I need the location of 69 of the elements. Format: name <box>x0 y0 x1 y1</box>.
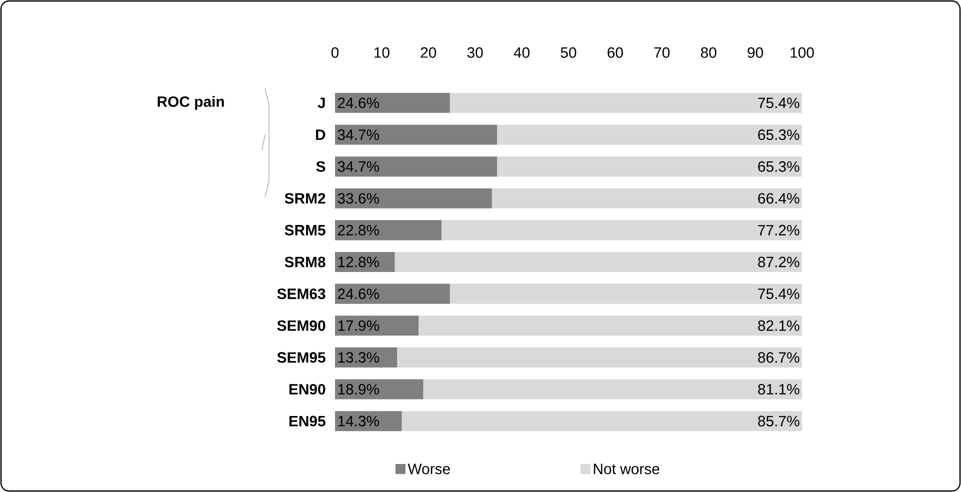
x-tick-label: 40 <box>514 47 530 58</box>
bar <box>450 92 802 113</box>
data-label: 22.8% <box>338 224 380 236</box>
bar <box>397 347 802 368</box>
bar <box>335 411 402 432</box>
bar <box>335 188 492 208</box>
y-tick-label: SRM5 <box>284 224 326 236</box>
data-label: 81.1% <box>758 384 800 395</box>
y-tick-label: J <box>318 98 325 108</box>
y-tick-label: SEM95 <box>277 352 326 363</box>
data-label: 66.4% <box>758 193 800 204</box>
data-label: 13.3% <box>338 352 380 363</box>
bar <box>335 124 498 145</box>
text: ROC pain <box>158 96 224 110</box>
bar <box>497 124 802 145</box>
bar <box>335 379 424 400</box>
bar <box>492 188 802 208</box>
bar <box>423 379 802 400</box>
data-label: 85.7% <box>758 416 800 426</box>
x-tick-label: 10 <box>374 47 390 58</box>
legend-label: Worse <box>408 464 450 474</box>
bar <box>418 316 802 336</box>
bar <box>335 156 498 177</box>
y-tick-label: EN90 <box>289 384 326 395</box>
data-label: 17.9% <box>338 320 380 331</box>
x-tick-label: 100 <box>790 47 814 58</box>
data-label: 65.3% <box>758 161 800 172</box>
x-tick-label: 50 <box>560 47 576 58</box>
y-tick-label: S <box>316 161 326 172</box>
x-tick-label: 20 <box>420 47 436 58</box>
x-tick-label: 30 <box>467 47 483 58</box>
data-label: 14.3% <box>338 416 380 426</box>
data-label: 24.6% <box>338 98 380 108</box>
x-tick-label: 70 <box>654 47 670 58</box>
data-label: 77.2% <box>758 224 800 236</box>
legend-label: Not worse <box>594 464 660 474</box>
y-tick-label: SRM8 <box>284 256 326 268</box>
data-label: 82.1% <box>758 320 800 331</box>
data-label: 18.9% <box>338 384 380 395</box>
data-label: 12.8% <box>338 256 380 268</box>
data-label: 34.7% <box>338 129 380 140</box>
y-tick-label: SEM63 <box>277 288 326 300</box>
y-tick-label: D <box>316 130 326 140</box>
x-tick-label: 60 <box>608 47 623 58</box>
bar <box>441 220 802 240</box>
bar <box>335 284 450 304</box>
bar <box>402 411 802 432</box>
data-label: 75.4% <box>758 98 800 108</box>
data-label: 33.6% <box>338 193 380 204</box>
y-tick-label: EN95 <box>289 416 326 426</box>
data-label: 87.2% <box>758 256 800 268</box>
data-label: 86.7% <box>758 352 800 363</box>
x-tick-label: 80 <box>700 47 716 58</box>
data-label: 65.3% <box>758 129 800 140</box>
data-label: 75.4% <box>758 288 800 300</box>
y-tick-label: SRM2 <box>284 193 326 204</box>
bar <box>394 252 802 272</box>
x-tick-label: 90 <box>748 47 764 58</box>
bar <box>335 252 395 272</box>
bar <box>450 284 802 304</box>
x-tick-label: 0 <box>331 47 339 58</box>
bar <box>335 92 450 113</box>
bar <box>335 220 442 240</box>
data-label: 24.6% <box>338 288 380 300</box>
data-label: 34.7% <box>338 161 380 172</box>
bar <box>335 316 419 336</box>
y-tick-label: SEM90 <box>277 320 326 331</box>
bar <box>335 347 398 368</box>
bar <box>497 156 802 177</box>
